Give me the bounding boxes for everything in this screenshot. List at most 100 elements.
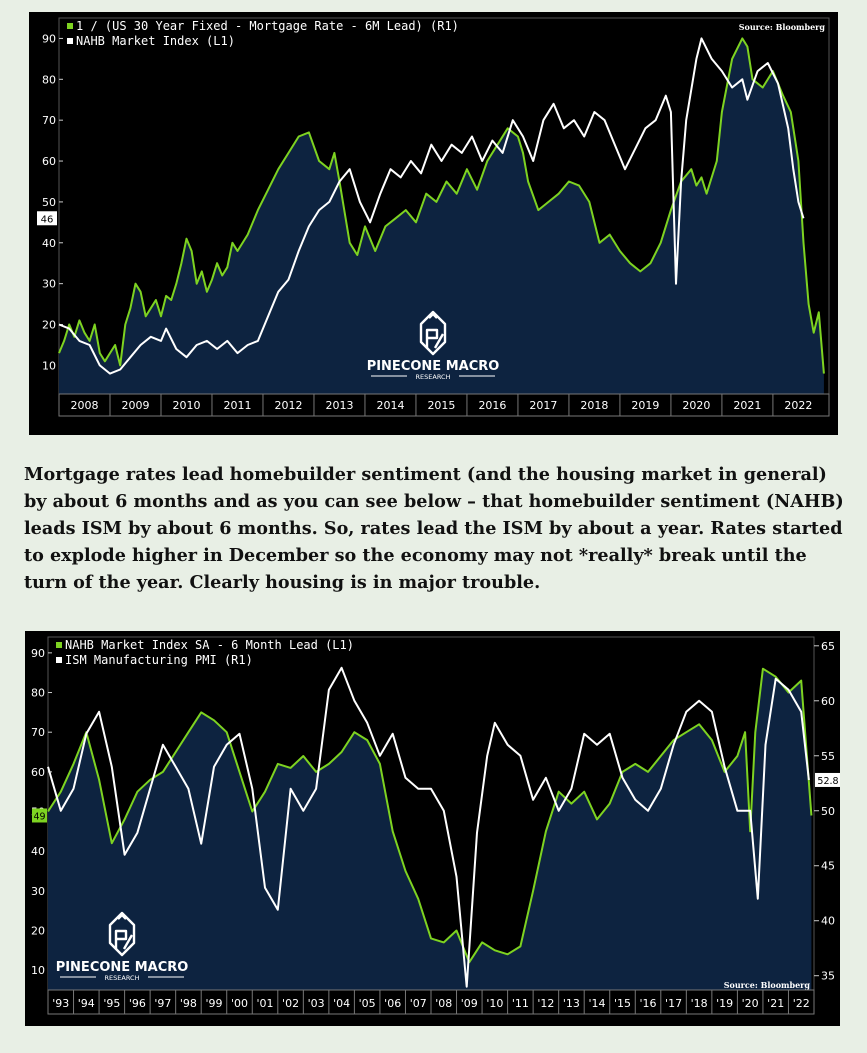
x-tick-label: '97 <box>154 997 171 1010</box>
last-value-label: 46 <box>41 214 54 225</box>
legend-entry: NAHB Market Index (L1) <box>76 34 235 48</box>
right-tick-label: 50 <box>821 805 835 818</box>
x-tick-label: '11 <box>512 997 529 1010</box>
x-tick-label: '04 <box>333 997 350 1010</box>
legend-entry: 1 / (US 30 Year Fixed - Mortgage Rate - … <box>76 19 459 33</box>
x-tick-label: '02 <box>282 997 299 1010</box>
x-tick-label: '00 <box>231 997 248 1010</box>
series-area-0 <box>59 38 824 395</box>
right-last-value-label: 52.8 <box>817 776 838 787</box>
series-line-1 <box>58 37 805 375</box>
right-tick-label: 65 <box>821 640 835 653</box>
pinecone-logo-icon <box>108 911 136 957</box>
x-tick-label: 2009 <box>121 399 149 412</box>
x-tick-label: '08 <box>435 997 452 1010</box>
series-area-0 <box>48 668 812 990</box>
x-tick-label: '03 <box>308 997 325 1010</box>
x-tick-label: '19 <box>716 997 733 1010</box>
chart-1-svg: 10 20 30 40 50 60 70 80 90 1 / (US 30 Year Fixed … <box>37 17 830 417</box>
series-line-0 <box>47 667 813 964</box>
left-tick-label: 10 <box>42 359 56 372</box>
left-tick-label: 20 <box>42 319 56 332</box>
series-line-1 <box>47 666 810 988</box>
x-tick-label: '15 <box>614 997 631 1010</box>
legend-swatch <box>67 38 73 44</box>
x-tick-label: '14 <box>588 997 605 1010</box>
left-tick-label: 90 <box>42 32 56 45</box>
x-tick-label: 2011 <box>223 399 251 412</box>
x-tick-label: 2021 <box>733 399 761 412</box>
x-tick-label: '93 <box>52 997 69 1010</box>
last-value-marker <box>37 211 57 226</box>
logo-sub: RESEARCH <box>105 974 140 982</box>
x-tick-label: 2022 <box>784 399 812 412</box>
left-tick-label: 70 <box>42 114 56 127</box>
x-tick-label: 2012 <box>274 399 302 412</box>
left-tick-label: 30 <box>42 278 56 291</box>
pinecone-logo-icon <box>419 310 447 356</box>
x-tick-label: '94 <box>78 997 95 1010</box>
left-tick-label: 60 <box>31 766 45 779</box>
x-tick-label: '98 <box>180 997 197 1010</box>
x-tick-label: '22 <box>793 997 810 1010</box>
logo-letter-p <box>425 328 439 348</box>
left-tick-label: 40 <box>31 845 45 858</box>
left-tick-label: 60 <box>42 155 56 168</box>
left-tick-label: 90 <box>31 647 45 660</box>
chart-2-svg: 10203040506070809035404550556065NAHB Mar… <box>31 636 840 1015</box>
left-last-value-label: 49 <box>33 811 45 822</box>
source-label: Source: Bloomberg <box>739 22 826 32</box>
logo-top <box>428 312 438 319</box>
legend-swatch <box>56 642 62 648</box>
series-line-0 <box>58 37 825 374</box>
x-tick-label: '18 <box>691 997 708 1010</box>
x-tick-label: '95 <box>103 997 120 1010</box>
x-tick-label: '96 <box>129 997 146 1010</box>
left-tick-label: 30 <box>31 885 45 898</box>
x-tick-label: 2008 <box>70 399 98 412</box>
right-tick-label: 35 <box>821 970 835 983</box>
legend-swatch <box>56 657 62 663</box>
x-tick-label: '13 <box>563 997 580 1010</box>
x-tick-label: '12 <box>537 997 554 1010</box>
left-tick-label: 40 <box>42 237 56 250</box>
x-tick-label: 2020 <box>682 399 710 412</box>
right-tick-label: 55 <box>821 750 835 763</box>
legend-entry: ISM Manufacturing PMI (R1) <box>65 653 253 667</box>
x-axis-box <box>47 989 815 1015</box>
x-tick-label: '99 <box>205 997 222 1010</box>
x-tick-label: 2019 <box>631 399 659 412</box>
legend-entry: NAHB Market Index SA - 6 Month Lead (L1) <box>65 638 354 652</box>
logo-stroke <box>122 934 134 950</box>
left-tick-label: 80 <box>31 687 45 700</box>
x-tick-label: '05 <box>359 997 376 1010</box>
x-tick-label: '06 <box>384 997 401 1010</box>
left-tick-label: 20 <box>31 925 45 938</box>
left-tick-label: 70 <box>31 726 45 739</box>
x-tick-label: 2018 <box>580 399 608 412</box>
x-axis-box <box>58 393 830 417</box>
x-tick-label: '01 <box>257 997 274 1010</box>
x-tick-label: 2016 <box>478 399 506 412</box>
x-tick-label: '20 <box>742 997 759 1010</box>
x-tick-label: 2013 <box>325 399 353 412</box>
logo-letter-p <box>114 929 128 949</box>
source-label: Source: Bloomberg <box>724 980 811 990</box>
x-tick-label: '21 <box>767 997 784 1010</box>
x-tick-label: 2010 <box>172 399 200 412</box>
logo-sub: RESEARCH <box>416 373 451 381</box>
nahb-ism-chart: 10203040506070809035404550556065NAHB Mar… <box>25 631 840 1026</box>
left-tick-label: 50 <box>42 196 56 209</box>
logo-name: PINECONE MACRO <box>56 960 189 975</box>
logo-outline <box>419 310 447 356</box>
right-tick-label: 45 <box>821 860 835 873</box>
logo-top <box>117 913 127 920</box>
x-tick-label: '17 <box>665 997 682 1010</box>
right-last-value-marker <box>815 772 840 787</box>
mortgage-rate-nahb-chart: 10 20 30 40 50 60 70 80 90 1 / (US 30 Year Fixed … <box>29 12 838 435</box>
logo-stroke <box>433 333 445 349</box>
right-tick-label: 60 <box>821 695 835 708</box>
x-tick-label: '10 <box>486 997 503 1010</box>
